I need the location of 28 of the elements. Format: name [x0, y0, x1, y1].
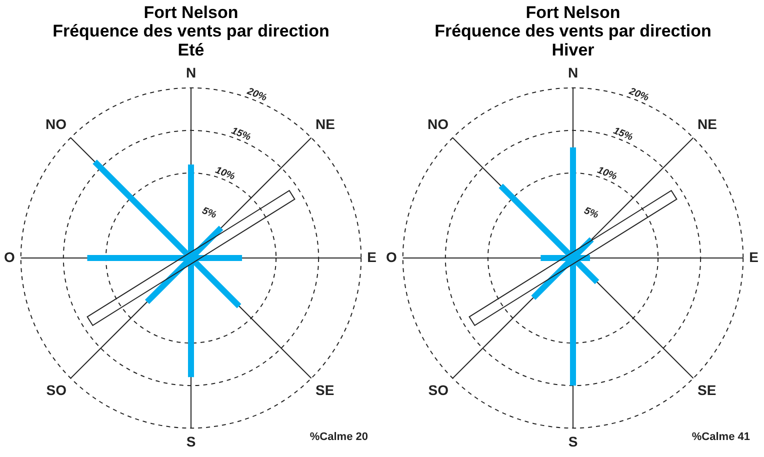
spoke-label: N: [568, 64, 578, 80]
y-tick-label: 5%: [200, 205, 218, 222]
spoke-label: S: [186, 433, 196, 450]
y-tick-label: 5%: [582, 205, 600, 222]
y-tick-label: 15%: [612, 126, 634, 144]
spoke-label: S: [568, 433, 578, 450]
chart-title: Fort Nelson Fréquence des vents par direction Eté: [52, 3, 330, 60]
spoke-label: NO: [45, 116, 67, 132]
spoke-label: N: [186, 64, 196, 80]
y-tick-label: 10%: [214, 164, 236, 183]
y-tick-label: 20%: [626, 86, 650, 104]
text: %Calme 20: [310, 431, 368, 443]
spoke-label: O: [4, 248, 15, 265]
chart-title: Fort Nelson Fréquence des vents par direction Hiver: [434, 3, 712, 60]
spoke-label: O: [386, 248, 397, 265]
spoke-label: E: [367, 248, 376, 265]
spoke-label: NE: [698, 116, 717, 132]
spoke-label: SE: [316, 382, 334, 398]
spoke-label: SO: [428, 382, 449, 398]
spoke-label: E: [749, 248, 758, 265]
text: %Calme 41: [692, 431, 750, 443]
spoke-label: SE: [698, 382, 716, 398]
spoke-label: SO: [46, 382, 67, 398]
spoke-label: NE: [316, 116, 335, 132]
spoke-label: NO: [427, 116, 449, 132]
y-tick-label: 15%: [230, 126, 252, 144]
y-tick-label: 10%: [596, 164, 618, 183]
y-tick-label: 20%: [244, 86, 268, 104]
